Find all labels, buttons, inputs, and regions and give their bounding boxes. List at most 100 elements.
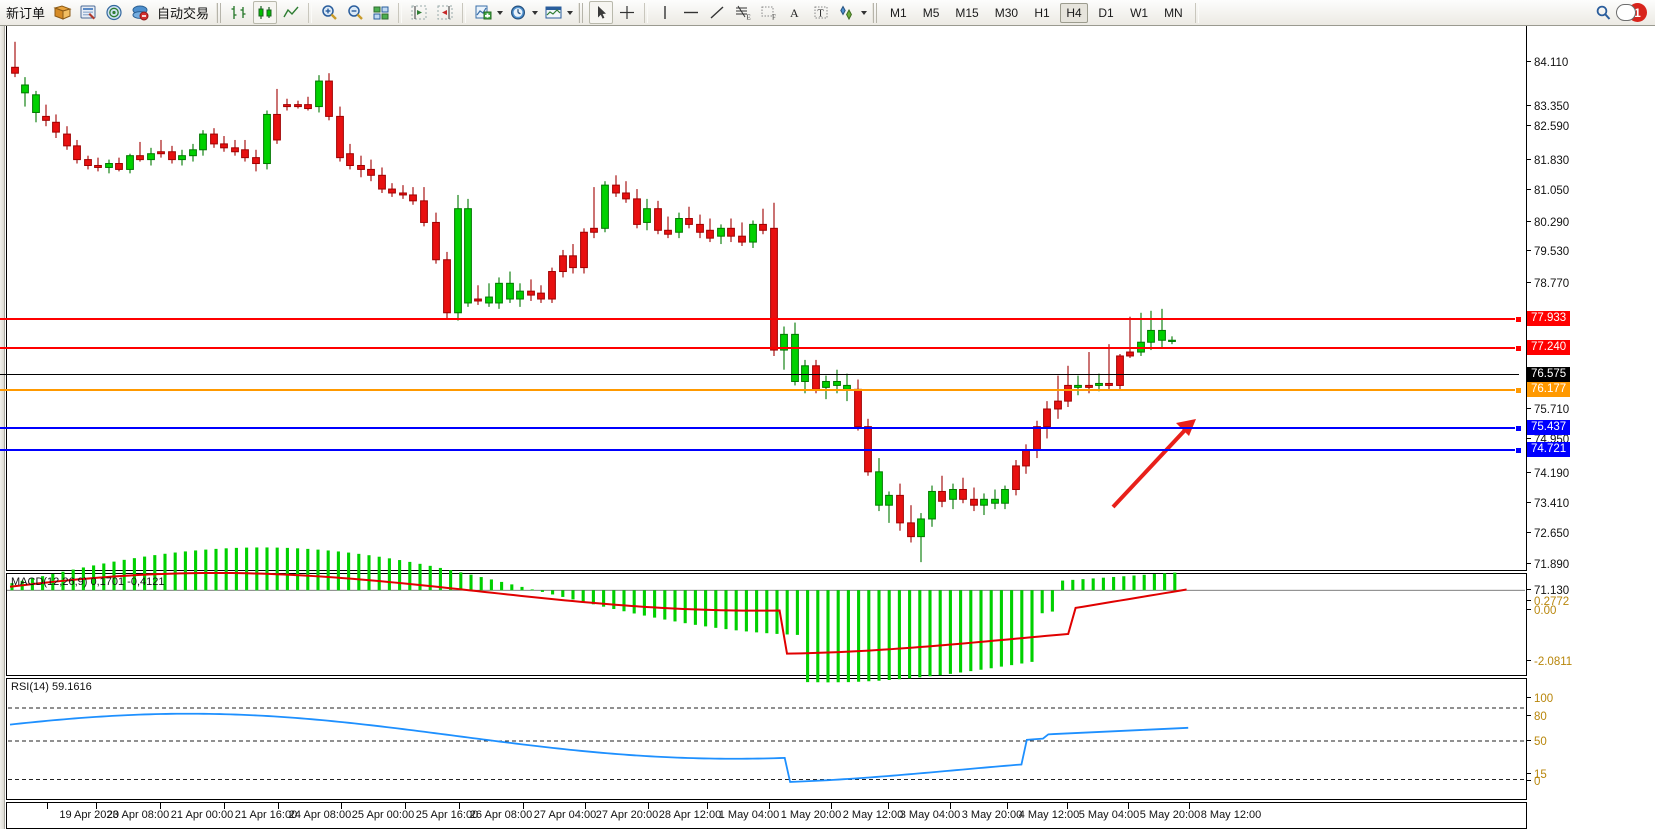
vertical-line-icon[interactable] — [653, 1, 677, 24]
zoom-out-icon[interactable] — [343, 1, 367, 24]
time-axis-tick — [888, 803, 889, 809]
time-axis-tick — [831, 803, 832, 809]
autotrading-button[interactable]: 自动交易 — [157, 6, 210, 21]
channel-icon[interactable]: F — [757, 1, 781, 24]
candle-body — [1095, 382, 1103, 386]
timeframe-m15[interactable]: M15 — [955, 5, 979, 20]
resistance-level-77240-line[interactable] — [0, 345, 1522, 352]
support-level-75437-handle[interactable] — [1515, 425, 1522, 432]
candle-body — [346, 153, 354, 166]
support-level-75437[interactable]: 75.437 — [1527, 420, 1571, 435]
horizontal-line-icon[interactable] — [679, 1, 703, 24]
new-order-button[interactable]: 新订单 — [6, 6, 46, 21]
shift-end-icon[interactable] — [433, 1, 457, 24]
resistance-level-77240[interactable]: 77.240 — [1527, 340, 1571, 355]
current-price-tag[interactable]: 76.575 — [1527, 367, 1571, 382]
time-axis-tick — [405, 803, 406, 809]
autotrading-icon[interactable] — [128, 1, 152, 24]
timeframe-w1[interactable]: W1 — [1130, 5, 1149, 20]
rsi-axis-tick: 100 — [1527, 693, 1553, 705]
price-axis[interactable]: 84.110 83.350 82.590 81.830 81.050 80.290 79.5… — [1527, 26, 1655, 800]
line-chart-icon[interactable] — [279, 1, 303, 24]
support-level-74721-line[interactable] — [0, 447, 1522, 454]
text-icon[interactable]: A — [783, 1, 807, 24]
current-price-tag-line[interactable] — [0, 374, 1519, 375]
price-axis-tick: 82.590 — [1527, 121, 1569, 133]
bar-chart-icon[interactable] — [227, 1, 251, 24]
price-axis-tick: 81.830 — [1527, 155, 1569, 167]
pending-level-76177[interactable]: 76.177 — [1527, 382, 1571, 397]
resistance-level-77933[interactable]: 77.933 — [1527, 311, 1571, 326]
support-level-74721-handle[interactable] — [1515, 447, 1522, 454]
toolbar-grip[interactable] — [578, 2, 586, 23]
resistance-level-77933-handle[interactable] — [1515, 316, 1522, 323]
timeframe-h1[interactable]: H1 — [1034, 5, 1050, 20]
trendline-icon[interactable] — [705, 1, 729, 24]
price-pane[interactable] — [6, 26, 1527, 571]
book-icon[interactable] — [50, 1, 74, 24]
time-axis-label: 24 Apr 08:00 — [288, 809, 352, 821]
candle-body — [590, 227, 598, 233]
message-bubble-icon[interactable] — [1616, 4, 1636, 21]
candle-body — [126, 155, 134, 170]
time-axis-label: 5 May 20:00 — [1139, 809, 1201, 821]
candle-body — [1054, 400, 1062, 410]
support-level-75437-line[interactable] — [0, 425, 1522, 432]
candle-body — [136, 155, 144, 161]
bullish-arrow-annotation[interactable] — [1111, 419, 1196, 509]
candle-body — [1074, 384, 1082, 388]
candle-body — [780, 333, 788, 351]
fibonacci-icon[interactable]: E — [731, 1, 755, 24]
search-icon[interactable] — [1591, 1, 1615, 24]
resistance-level-77240-handle[interactable] — [1515, 345, 1522, 352]
period-dropdown-caret[interactable] — [529, 1, 540, 24]
rsi-axis-tick: 50 — [1527, 736, 1547, 748]
candle-body — [569, 255, 577, 269]
candle-body — [938, 490, 946, 502]
time-axis-label: 20 Apr 08:00 — [106, 809, 170, 821]
label-icon[interactable]: T — [809, 1, 833, 24]
candle-body — [52, 121, 60, 133]
shapes-icon[interactable] — [835, 1, 859, 24]
period-icon[interactable] — [506, 1, 530, 24]
timeframe-d1[interactable]: D1 — [1098, 5, 1114, 20]
timeframe-mn[interactable]: MN — [1164, 5, 1183, 20]
pending-level-76177-handle[interactable] — [1515, 387, 1522, 394]
shift-start-icon[interactable] — [407, 1, 431, 24]
tile-windows-icon[interactable] — [369, 1, 393, 24]
templates-icon[interactable] — [541, 1, 565, 24]
candle-body — [801, 365, 809, 382]
candle-body — [105, 163, 113, 168]
signal-icon[interactable] — [102, 1, 126, 24]
macd-series — [7, 547, 1525, 683]
candle-body — [1001, 488, 1009, 504]
timeframe-m30[interactable]: M30 — [994, 5, 1019, 20]
candle-body — [157, 151, 165, 155]
toolbar-grip[interactable] — [872, 2, 880, 23]
candlestick-icon[interactable] — [253, 1, 278, 24]
timeframe-m1[interactable]: M1 — [890, 5, 907, 20]
candle-body — [928, 490, 936, 520]
resistance-level-77933-line[interactable] — [0, 316, 1522, 323]
toolbar-grip[interactable] — [216, 2, 224, 23]
toolbar-separator — [1194, 2, 1199, 23]
shapes-dropdown-caret[interactable] — [858, 1, 869, 24]
candle-body — [791, 333, 799, 382]
price-axis-tick: 84.110 — [1527, 57, 1568, 69]
timeframe-h4[interactable]: H4 — [1060, 2, 1089, 23]
support-level-74721[interactable]: 74.721 — [1527, 442, 1571, 457]
candle-body — [42, 115, 50, 121]
crosshair-icon[interactable] — [615, 1, 639, 24]
time-axis[interactable]: 19 Apr 2023 20 Apr 08:00 21 Apr 00:00 21 Ap… — [6, 802, 1527, 829]
cursor-icon[interactable] — [589, 1, 614, 24]
time-axis-label: 27 Apr 04:00 — [533, 809, 597, 821]
zoom-in-icon[interactable] — [317, 1, 341, 24]
indicators-dropdown-caret[interactable] — [494, 1, 505, 24]
templates-dropdown-caret[interactable] — [564, 1, 575, 24]
indicators-icon[interactable] — [471, 1, 495, 24]
terminal-icon[interactable] — [76, 1, 100, 24]
candle-body — [443, 259, 451, 314]
pending-level-76177-line[interactable] — [0, 387, 1522, 394]
timeframe-m5[interactable]: M5 — [922, 5, 940, 20]
candle-body — [980, 498, 988, 506]
